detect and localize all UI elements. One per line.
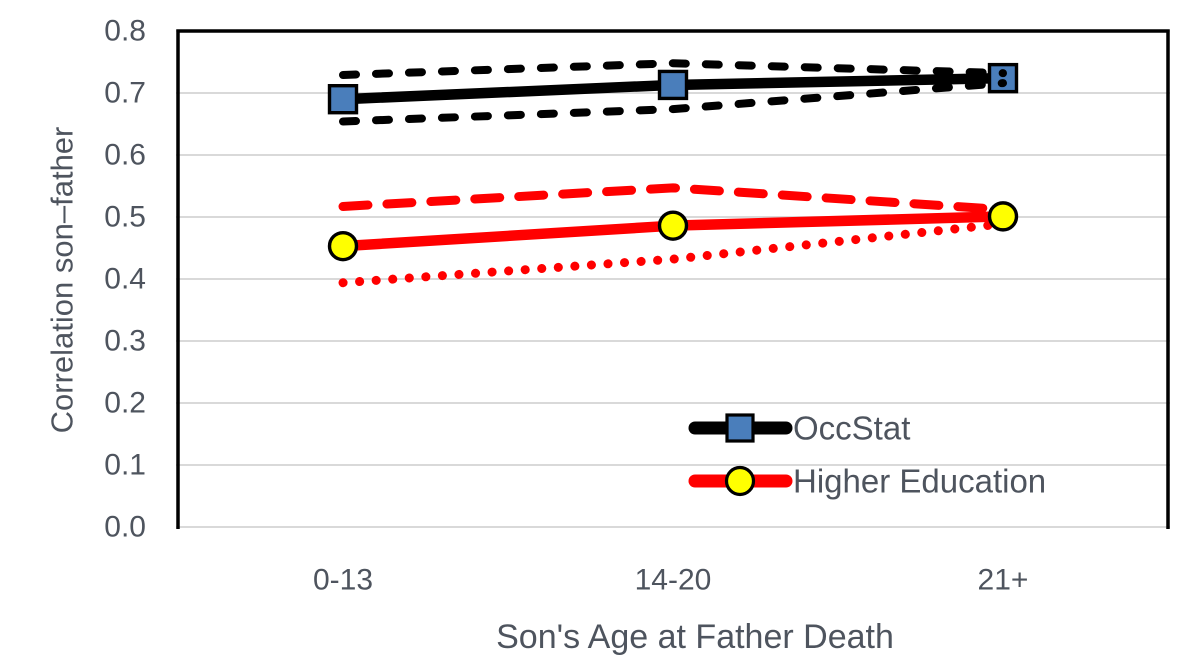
confidence-band xyxy=(338,219,1008,288)
y-tick-label: 0.0 xyxy=(104,511,146,544)
legend-circle-marker xyxy=(724,465,756,497)
legend-label: Higher Education xyxy=(793,463,1046,500)
x-tick-label: 0-13 xyxy=(313,564,373,597)
legend-label: OccStat xyxy=(793,410,910,447)
y-tick-label: 0.3 xyxy=(104,325,146,358)
confidence-band xyxy=(339,59,1007,80)
plot-border xyxy=(176,29,1170,529)
axis-titles-layer: Correlation son–father Son's Age at Fath… xyxy=(45,127,894,656)
square-marker xyxy=(327,83,359,115)
circle-marker xyxy=(327,230,359,262)
plot-border-layer xyxy=(176,29,1170,529)
confidence-band xyxy=(339,79,1007,126)
tick-labels-layer: 0.0 0.1 0.2 0.3 0.4 0.5 0.6 0.7 0.8 0-13 14-20 21+ xyxy=(104,15,1028,597)
y-tick-label: 0.7 xyxy=(104,77,146,110)
y-axis-title: Correlation son–father xyxy=(45,127,80,434)
square-marker xyxy=(657,69,689,101)
y-tick-label: 0.8 xyxy=(104,15,146,48)
x-axis-title: Son's Age at Father Death xyxy=(496,618,894,656)
circle-marker xyxy=(657,210,689,241)
confidence-band xyxy=(338,183,1008,215)
y-tick-label: 0.2 xyxy=(104,387,146,420)
y-tick-label: 0.1 xyxy=(104,449,146,482)
x-tick-label: 21+ xyxy=(978,564,1029,597)
square-marker xyxy=(987,62,1019,94)
y-tick-label: 0.4 xyxy=(104,263,146,296)
legend-item: Higher Education xyxy=(688,463,1046,500)
y-tick-label: 0.6 xyxy=(104,139,146,172)
legend-item: OccStat xyxy=(688,410,910,447)
circle-marker xyxy=(987,201,1019,232)
y-tick-label: 0.5 xyxy=(104,201,146,234)
series-layer xyxy=(327,59,1019,288)
legend-layer: OccStat Higher Education xyxy=(688,410,1046,500)
x-tick-label: 14-20 xyxy=(635,564,712,597)
legend-square-marker xyxy=(725,413,755,443)
